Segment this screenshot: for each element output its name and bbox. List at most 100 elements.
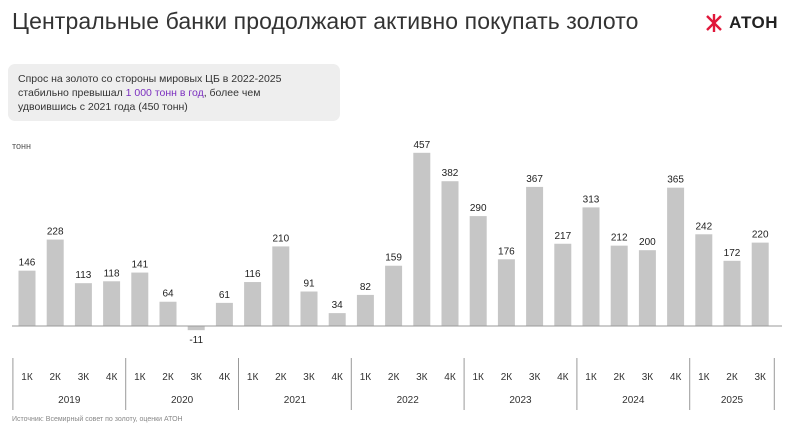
unit-label: тонн [12,141,31,151]
data-label: -11 [189,335,203,346]
data-label: 159 [385,253,402,264]
callout-line-2: стабильно превышал 1 000 тонн в год, бол… [18,86,330,100]
year-label: 2019 [58,395,81,406]
bar [103,281,121,326]
quarter-tick-label: 2К [388,372,400,383]
year-label: 2022 [397,395,420,406]
logo-text: АТОН [729,13,778,32]
data-label: 212 [611,233,628,244]
data-label: 61 [219,290,231,301]
data-label: 457 [413,140,430,151]
bar [667,187,685,326]
year-label: 2024 [622,395,645,406]
year-label: 2025 [721,395,744,406]
callout-highlight: 1 000 тонн в год [125,87,204,99]
quarter-tick-label: 3К [78,372,90,383]
quarter-tick-label: 3К [191,372,203,383]
summary-callout: Спрос на золото со стороны мировых ЦБ в … [8,64,340,121]
callout-line-2-end: , более чем [203,87,261,99]
data-label: 118 [104,268,120,279]
data-label: 367 [526,174,543,185]
bar [582,207,600,326]
data-label: 172 [724,248,741,259]
bar [469,216,487,326]
bar [356,294,374,326]
data-label: 382 [442,168,459,179]
data-label: 176 [498,246,515,257]
data-label: 313 [583,194,600,205]
quarter-tick-label: 2К [162,372,174,383]
bar [723,260,741,326]
year-label: 2021 [284,395,307,406]
bar [131,272,149,326]
year-label: 2023 [509,395,532,406]
bar [328,313,346,326]
data-label: 34 [332,300,344,311]
data-label: 217 [554,231,571,242]
bar [638,250,656,326]
quarter-tick-label: 1К [585,372,597,383]
bar [159,301,177,326]
quarter-tick-label: 2К [726,372,738,383]
bar [74,283,92,326]
data-label: 82 [360,282,372,293]
quarter-tick-label: 2К [275,372,287,383]
bar [526,186,544,326]
year-label: 2020 [171,395,194,406]
quarter-tick-label: 3К [642,372,654,383]
quarter-tick-label: 4К [106,372,118,383]
bar [18,270,36,326]
bar [554,243,572,326]
data-label: 242 [695,221,712,232]
bar [300,291,318,326]
data-label: 146 [19,258,36,269]
bar [751,242,769,326]
callout-line-1: Спрос на золото со стороны мировых ЦБ в … [18,73,282,85]
data-label: 228 [47,227,64,238]
quarter-tick-label: 1К [698,372,710,383]
quarter-tick-label: 1К [134,372,146,383]
brand-logo: АТОН [703,12,778,34]
bar [695,234,713,326]
bar [46,239,64,326]
chart-title: Центральные банки продолжают активно пок… [12,8,639,34]
quarter-tick-label: 3К [303,372,315,383]
source-note: Источник: Всемирный совет по золоту, оце… [12,416,183,423]
bar [413,152,431,326]
quarter-tick-label: 4К [670,372,682,383]
data-label: 91 [303,279,315,290]
quarter-tick-label: 1К [21,372,33,383]
bar [610,245,628,326]
bar [385,265,403,326]
quarter-tick-label: 1К [473,372,485,383]
bar [441,181,459,326]
quarter-tick-label: 2К [501,372,513,383]
quarter-tick-label: 2К [614,372,626,383]
bar [497,259,515,326]
quarter-tick-label: 3К [755,372,767,383]
callout-line-2-start: стабильно превышал [18,87,126,99]
data-label: 113 [75,270,91,281]
data-label: 210 [272,233,289,244]
bar [187,326,205,331]
quarter-tick-label: 1К [360,372,372,383]
callout-line-3: удвоившись с 2021 года (450 тонн) [18,101,188,113]
aton-logo-icon [706,14,722,32]
data-label: 116 [245,269,261,280]
quarter-tick-label: 4К [557,372,569,383]
bar [272,246,290,326]
quarter-tick-label: 3К [416,372,428,383]
quarter-tick-label: 4К [332,372,344,383]
quarter-tick-label: 3К [529,372,541,383]
data-label: 141 [131,260,148,271]
data-label: 64 [162,289,174,300]
data-label: 290 [470,203,487,214]
bar [215,302,233,326]
data-label: 200 [639,237,656,248]
quarter-tick-label: 1К [247,372,259,383]
bar [244,282,262,326]
data-label: 365 [667,175,684,186]
quarter-tick-label: 4К [444,372,456,383]
quarter-tick-label: 2К [50,372,62,383]
